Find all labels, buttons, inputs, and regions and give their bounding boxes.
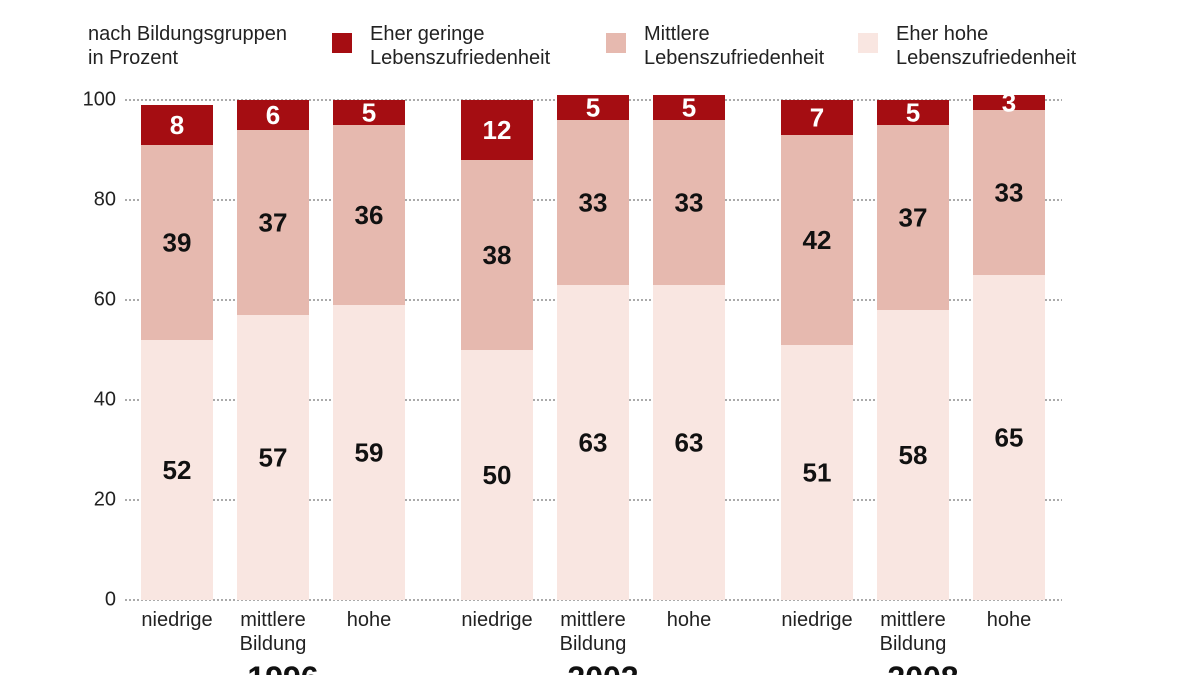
- bar-segment: [877, 100, 949, 125]
- x-tick-label: niedrige: [781, 609, 853, 631]
- data-label: 37: [899, 202, 928, 232]
- bar-segment: [781, 345, 853, 600]
- bar-segment: [237, 100, 309, 130]
- bar-segment: [973, 275, 1045, 600]
- subtitle: nach Bildungsgruppen in Prozent: [88, 23, 288, 69]
- bar-segment: [333, 125, 405, 305]
- x-tick-label: mittlere Bildung: [879, 609, 947, 655]
- data-label: 37: [259, 207, 288, 237]
- data-label: 63: [579, 427, 608, 457]
- bar-segment: [653, 285, 725, 600]
- data-label: 12: [483, 115, 512, 145]
- group-label: 1996: [213, 660, 353, 675]
- x-tick-label: hohe: [346, 609, 392, 631]
- data-label: 8: [170, 110, 184, 140]
- y-tick-label: 40: [94, 388, 116, 410]
- data-label: 6: [266, 100, 280, 130]
- legend-label: Eher geringe Lebenszufriedenheit: [370, 23, 551, 69]
- data-label: 5: [906, 97, 920, 127]
- bar-segment: [461, 350, 533, 600]
- x-tick-label: hohe: [986, 609, 1032, 631]
- data-label: 38: [483, 240, 512, 270]
- bar-segment: [973, 110, 1045, 275]
- y-tick-label: 0: [105, 588, 116, 610]
- bar-segment: [653, 120, 725, 285]
- bar-segment: [781, 135, 853, 345]
- y-tick-label: 60: [94, 288, 116, 310]
- x-tick-label: niedrige: [141, 609, 213, 631]
- y-tick-label: 100: [83, 88, 116, 110]
- data-label: 42: [803, 225, 832, 255]
- data-label: 57: [259, 442, 288, 472]
- bar-segment: [141, 105, 213, 145]
- data-label: 52: [163, 455, 192, 485]
- bar-segment: [141, 145, 213, 340]
- data-label: 39: [163, 227, 192, 257]
- group-label: 2008: [853, 660, 993, 675]
- bar-segment: [877, 310, 949, 600]
- x-tick-label: mittlere Bildung: [559, 609, 627, 655]
- x-tick-label: niedrige: [461, 609, 533, 631]
- data-label: 33: [579, 187, 608, 217]
- bar-segment: [461, 160, 533, 350]
- bar-segment: [333, 100, 405, 125]
- data-label: 5: [362, 97, 376, 127]
- data-label: 3: [1002, 87, 1016, 117]
- bar-segment: [973, 95, 1045, 110]
- legend-swatch: [606, 33, 626, 53]
- y-tick-label: 20: [94, 488, 116, 510]
- legend-label: Eher hohe Lebenszufriedenheit: [896, 23, 1077, 69]
- bar-segment: [461, 100, 533, 160]
- bar-segment: [557, 95, 629, 120]
- data-label: 7: [810, 102, 824, 132]
- data-label: 33: [995, 177, 1024, 207]
- x-tick-label: hohe: [666, 609, 712, 631]
- bar-segment: [237, 315, 309, 600]
- bar-segment: [877, 125, 949, 310]
- data-label: 33: [675, 187, 704, 217]
- data-label: 59: [355, 437, 384, 467]
- bar-segment: [781, 100, 853, 135]
- group-label: 2002: [533, 660, 673, 675]
- data-label: 5: [682, 92, 696, 122]
- bar-segment: [141, 340, 213, 600]
- bar-segment: [557, 285, 629, 600]
- legend-swatch: [858, 33, 878, 53]
- data-label: 63: [675, 427, 704, 457]
- x-tick-label: mittlere Bildung: [239, 609, 307, 655]
- bar-segment: [557, 120, 629, 285]
- data-label: 51: [803, 457, 832, 487]
- legend-label: Mittlere Lebenszufriedenheit: [644, 23, 825, 69]
- bar-segment: [653, 95, 725, 120]
- data-label: 5: [586, 92, 600, 122]
- data-label: 58: [899, 440, 928, 470]
- bar-segment: [237, 130, 309, 315]
- data-label: 50: [483, 460, 512, 490]
- legend-swatch: [332, 33, 352, 53]
- y-tick-label: 80: [94, 188, 116, 210]
- bar-segment: [333, 305, 405, 600]
- data-label: 65: [995, 422, 1024, 452]
- data-label: 36: [355, 200, 384, 230]
